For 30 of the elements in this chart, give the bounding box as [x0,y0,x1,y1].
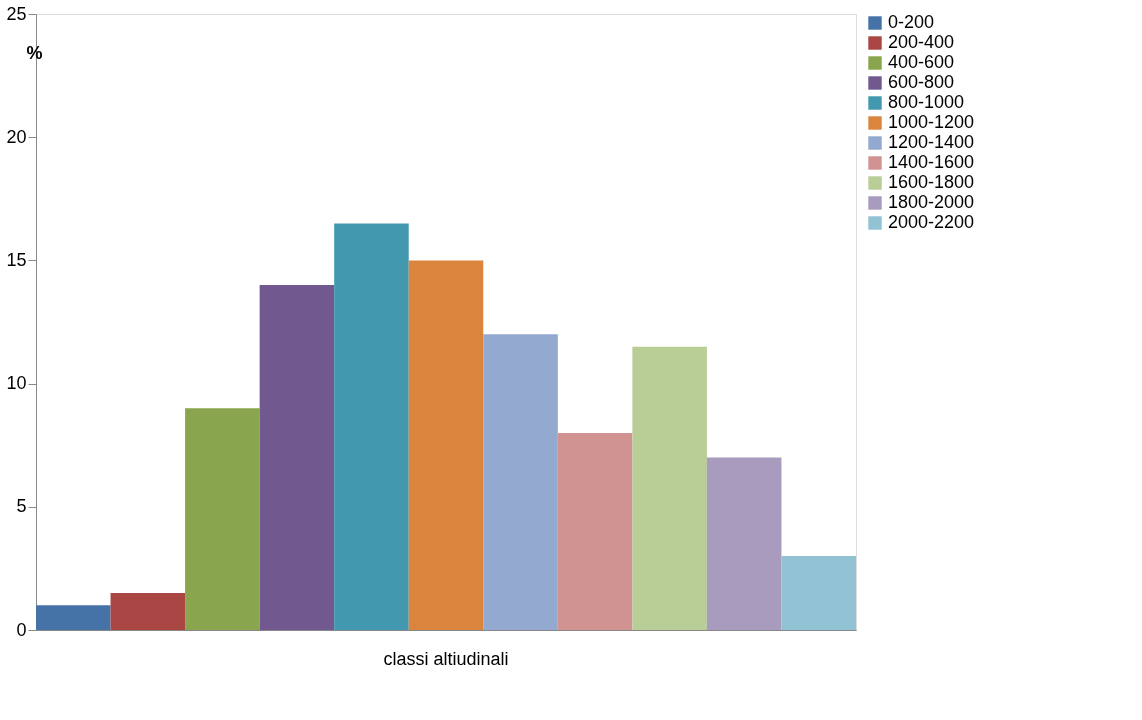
y-tick-label: 0 [16,619,27,640]
y-tick-label: 25 [6,3,27,24]
legend-label: 1400-1600 [888,152,975,172]
bar [110,593,186,630]
bar [632,346,707,630]
legend-label: 1200-1400 [888,132,975,152]
bar [557,432,633,630]
legend-label: 1800-2000 [888,192,975,212]
legend-label: 400-600 [888,52,955,72]
legend-label: 1000-1200 [888,112,975,132]
bar [706,457,782,630]
bar [185,408,260,630]
legend-label: 200-400 [888,32,955,52]
bar [259,285,335,630]
legend-label: 2000-2200 [888,212,975,232]
bar [36,605,111,630]
legend-label: 800-1000 [888,92,965,112]
y-tick-label: 5 [16,496,27,517]
bar [483,334,558,630]
legend-label: 1600-1800 [888,172,975,192]
x-tick-label: classi altiudinali [383,648,509,669]
legend-label: 600-800 [888,72,955,92]
y-axis-title: % [26,42,43,63]
bar [334,223,409,630]
y-tick-label: 20 [6,126,27,147]
bar [408,260,484,630]
legend-label: 0-200 [888,12,935,32]
y-tick-label: 10 [6,373,27,394]
bar [781,556,856,630]
y-tick-label: 15 [6,249,27,270]
